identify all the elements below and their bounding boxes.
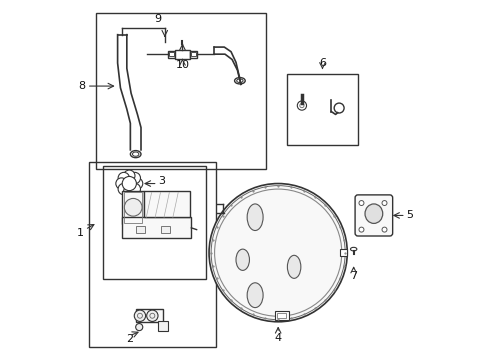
Bar — [122, 191, 144, 224]
Bar — [88, 162, 216, 347]
Ellipse shape — [234, 77, 244, 84]
Bar — [339, 249, 346, 256]
Circle shape — [131, 178, 142, 189]
Text: 10: 10 — [175, 60, 189, 70]
Ellipse shape — [236, 79, 243, 82]
Bar — [96, 13, 265, 169]
Circle shape — [123, 170, 135, 181]
Bar — [122, 217, 191, 238]
Bar — [136, 226, 145, 233]
Text: 7: 7 — [349, 271, 357, 281]
FancyBboxPatch shape — [354, 195, 392, 236]
Bar — [191, 52, 196, 56]
Bar — [102, 166, 205, 279]
Circle shape — [118, 183, 129, 195]
Circle shape — [116, 178, 127, 189]
Bar — [274, 311, 288, 320]
Bar — [175, 50, 189, 59]
Text: 8: 8 — [78, 81, 85, 91]
Text: 5: 5 — [405, 211, 412, 220]
Circle shape — [134, 310, 145, 321]
Ellipse shape — [364, 204, 382, 224]
Circle shape — [124, 198, 142, 216]
Circle shape — [209, 184, 346, 322]
Ellipse shape — [287, 255, 300, 278]
Ellipse shape — [130, 150, 141, 158]
Ellipse shape — [350, 247, 356, 251]
Circle shape — [358, 227, 363, 232]
Bar — [277, 313, 285, 318]
Circle shape — [146, 310, 158, 321]
Text: 6: 6 — [318, 58, 325, 68]
Text: 4: 4 — [274, 333, 281, 343]
Circle shape — [159, 323, 167, 331]
Circle shape — [381, 227, 386, 232]
Ellipse shape — [246, 283, 263, 307]
Circle shape — [297, 101, 306, 110]
Text: 3: 3 — [158, 176, 164, 186]
Circle shape — [122, 176, 136, 191]
Circle shape — [129, 172, 140, 184]
Circle shape — [135, 324, 142, 330]
Bar — [189, 51, 197, 58]
Circle shape — [129, 183, 140, 195]
Bar — [144, 191, 190, 217]
Text: 2: 2 — [125, 334, 133, 344]
Bar — [286, 74, 357, 145]
Ellipse shape — [236, 249, 249, 270]
Bar — [169, 52, 174, 56]
Bar — [157, 321, 168, 330]
Circle shape — [118, 172, 129, 184]
Bar — [136, 309, 163, 322]
Circle shape — [381, 201, 386, 206]
Bar — [124, 192, 142, 222]
Bar — [167, 51, 175, 58]
Circle shape — [123, 186, 135, 197]
Text: 1: 1 — [77, 228, 84, 238]
Bar — [161, 226, 170, 233]
Text: 9: 9 — [154, 14, 161, 24]
Ellipse shape — [246, 204, 263, 230]
Ellipse shape — [132, 152, 139, 156]
Circle shape — [333, 103, 344, 113]
Circle shape — [358, 201, 363, 206]
